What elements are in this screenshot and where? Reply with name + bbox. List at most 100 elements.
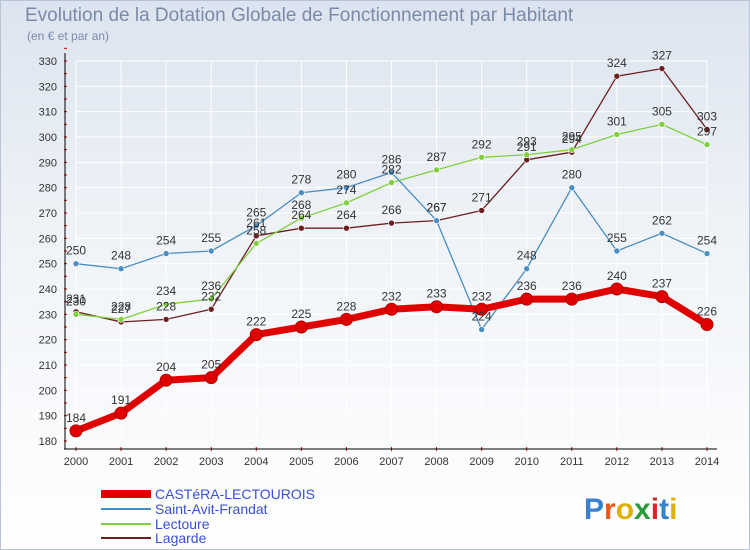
- data-point: [388, 169, 395, 176]
- legend-label-saint-avit: Saint-Avit-Frandat: [155, 501, 268, 517]
- legend-item-lagarde: Lagarde: [101, 530, 207, 546]
- legend-swatch-saint-avit: [101, 508, 151, 510]
- data-label: 236: [562, 279, 582, 293]
- data-point: [430, 300, 444, 314]
- y-tick-label: 220: [39, 335, 57, 347]
- x-tick-label: 2014: [695, 456, 719, 468]
- data-point: [162, 316, 170, 323]
- x-tick-label: 2013: [650, 456, 674, 468]
- chart-title: Evolution de la Dotation Globale de Fonc…: [25, 5, 574, 26]
- data-label: 324: [607, 56, 627, 70]
- data-label: 262: [652, 213, 672, 227]
- data-label: 301: [607, 114, 627, 128]
- data-label: 240: [607, 269, 627, 283]
- data-label: 293: [517, 135, 537, 149]
- data-point: [523, 265, 531, 273]
- data-point: [613, 247, 621, 255]
- y-tick-label: 290: [39, 157, 57, 169]
- x-tick-label: 2012: [605, 456, 629, 468]
- y-tick-label: 310: [39, 107, 57, 119]
- data-label: 204: [156, 360, 176, 374]
- data-point: [343, 184, 350, 191]
- data-point: [252, 232, 260, 240]
- data-point: [207, 305, 215, 313]
- data-label: 191: [111, 393, 131, 407]
- data-point: [658, 121, 666, 128]
- data-label: 254: [697, 234, 717, 248]
- data-point: [388, 179, 395, 186]
- legend-item-saint-avit: Saint-Avit-Frandat: [101, 501, 268, 517]
- data-label: 282: [381, 163, 401, 177]
- data-point: [565, 292, 579, 306]
- data-point: [388, 219, 395, 227]
- data-label: 266: [381, 203, 401, 217]
- x-tick-label: 2000: [64, 456, 88, 468]
- x-tick-label: 2002: [154, 456, 178, 468]
- data-point: [69, 424, 83, 438]
- data-label: 232: [201, 289, 221, 303]
- x-tick-label: 2011: [560, 456, 584, 468]
- proxiti-logo: Proxiti: [584, 493, 678, 526]
- legend-swatch-lagarde: [101, 537, 151, 539]
- data-label: 255: [607, 231, 627, 245]
- data-point: [343, 199, 350, 207]
- data-label: 228: [156, 299, 176, 313]
- series-lines: [69, 65, 714, 438]
- data-label: 248: [111, 249, 131, 263]
- data-point: [162, 250, 170, 257]
- data-point: [298, 189, 305, 197]
- data-point: [117, 265, 125, 273]
- data-label: 261: [246, 216, 266, 230]
- data-point: [655, 290, 669, 304]
- legend-item-lectoure: Lectoure: [101, 516, 209, 532]
- data-point: [568, 184, 576, 191]
- data-label: 267: [427, 201, 447, 215]
- data-point: [703, 141, 711, 148]
- data-point: [478, 153, 485, 161]
- data-label: 258: [246, 223, 266, 237]
- data-label: 234: [156, 284, 176, 298]
- data-label: 274: [336, 183, 356, 197]
- data-label: 232: [472, 289, 492, 303]
- x-tick-label: 2010: [514, 456, 538, 468]
- y-tick-label: 210: [39, 360, 57, 372]
- data-label: 294: [562, 132, 582, 146]
- y-tick-label: 260: [39, 233, 57, 245]
- y-tick-label: 190: [39, 411, 57, 423]
- data-point: [703, 126, 711, 133]
- data-label: 224: [472, 310, 492, 324]
- data-point: [658, 229, 666, 237]
- data-label: 184: [66, 411, 86, 425]
- data-point: [478, 326, 485, 333]
- x-tick-label: 2007: [379, 456, 403, 468]
- data-label: 327: [652, 49, 672, 63]
- data-point: [159, 373, 173, 387]
- y-tick-label: 180: [39, 436, 57, 448]
- x-tick-label: 2005: [289, 456, 313, 468]
- data-point: [72, 311, 80, 318]
- data-point: [385, 302, 398, 316]
- data-point: [339, 312, 353, 326]
- data-point: [114, 406, 128, 420]
- data-label: 267: [427, 201, 447, 215]
- x-tick-label: 2003: [199, 456, 223, 468]
- x-tick-label: 2006: [334, 456, 358, 468]
- data-label: 286: [381, 152, 401, 166]
- data-point: [613, 72, 621, 80]
- data-label: 226: [697, 304, 717, 318]
- legend-item-castera: CASTéRA-LECTOUROIS: [101, 486, 315, 502]
- data-point: [252, 222, 260, 229]
- data-label: 205: [201, 358, 221, 372]
- y-tick-label: 320: [39, 81, 57, 93]
- x-tick-label: 2009: [469, 456, 493, 468]
- data-label: 236: [517, 279, 537, 293]
- data-label: 297: [697, 125, 717, 139]
- data-label: 264: [336, 208, 356, 222]
- data-point: [475, 302, 489, 316]
- legend-swatch-castera: [101, 490, 151, 498]
- legend-label-lagarde: Lagarde: [155, 530, 207, 546]
- data-point: [298, 224, 305, 232]
- data-label: 248: [517, 249, 537, 263]
- data-point: [520, 292, 534, 306]
